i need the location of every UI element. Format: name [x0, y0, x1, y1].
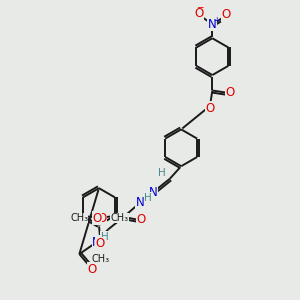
Text: O: O	[205, 101, 214, 115]
Text: O: O	[97, 212, 106, 225]
Text: N: N	[208, 18, 217, 31]
Text: O: O	[222, 8, 231, 21]
Text: O: O	[88, 263, 97, 276]
Text: O: O	[92, 212, 102, 225]
Text: +: +	[213, 16, 219, 25]
Text: O: O	[225, 86, 235, 99]
Text: CH₃: CH₃	[92, 254, 110, 264]
Text: O: O	[194, 7, 204, 20]
Text: H: H	[144, 193, 152, 203]
Text: O: O	[96, 237, 105, 250]
Text: H: H	[101, 232, 109, 242]
Text: CH₃: CH₃	[111, 213, 129, 223]
Text: O: O	[136, 213, 146, 226]
Text: N: N	[92, 236, 101, 249]
Text: H: H	[158, 168, 166, 178]
Text: CH₃: CH₃	[70, 213, 88, 223]
Text: −: −	[196, 3, 203, 12]
Text: N: N	[136, 196, 145, 209]
Text: N: N	[148, 186, 157, 199]
